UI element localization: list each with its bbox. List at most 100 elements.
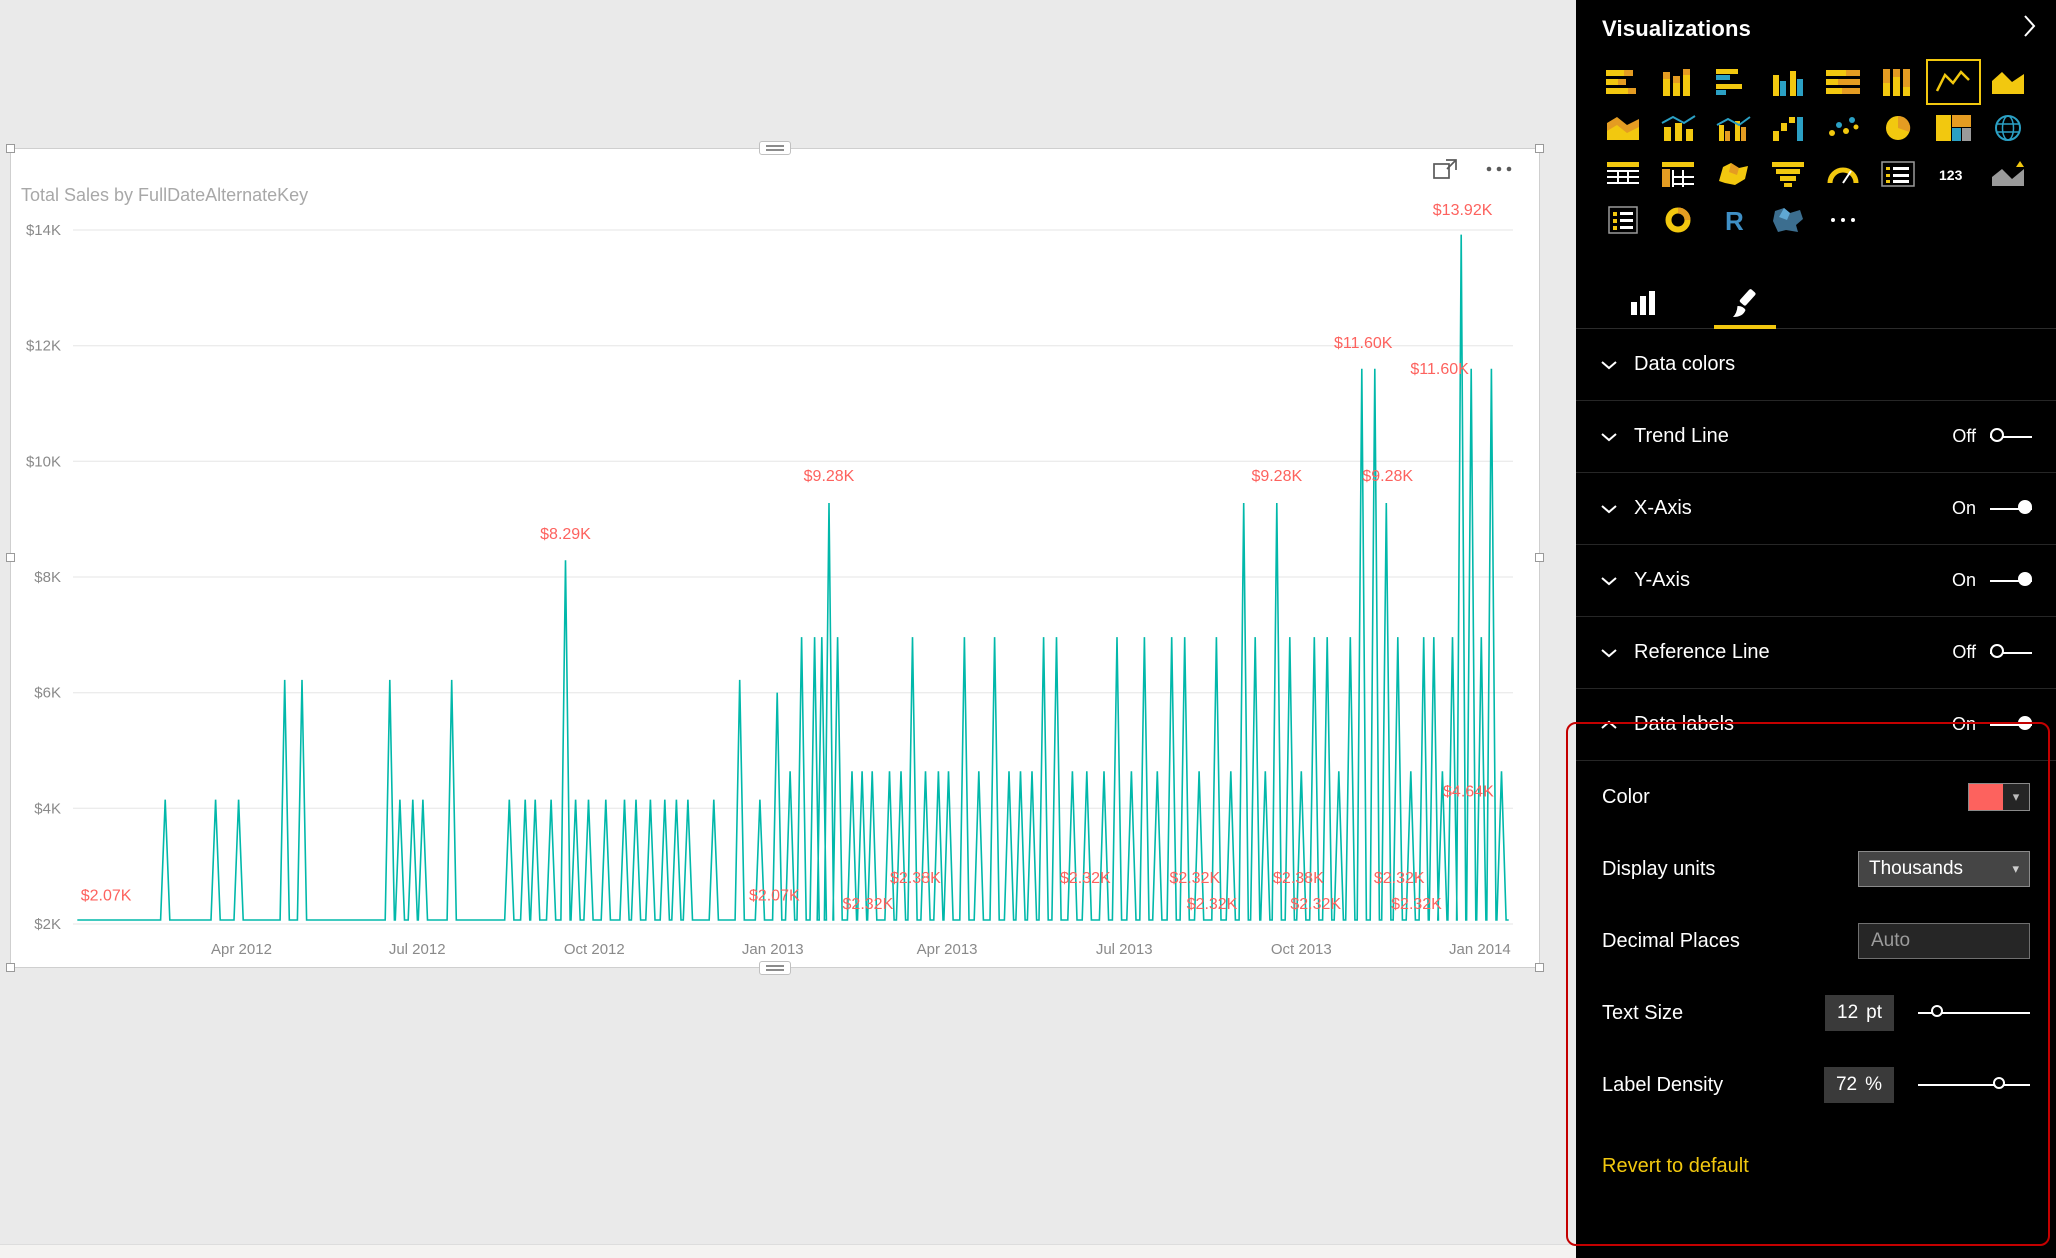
page-bottom-strip	[0, 1244, 1576, 1258]
waterfall-chart-icon[interactable]	[1761, 105, 1816, 151]
area-chart-icon[interactable]	[1981, 59, 2036, 105]
section-label: Data colors	[1634, 353, 2032, 376]
line-chart-icon[interactable]	[1926, 59, 1981, 105]
resize-handle[interactable]	[6, 144, 15, 153]
funnel-icon[interactable]	[1761, 151, 1816, 197]
color-swatch[interactable]	[1969, 784, 2003, 810]
scatter-chart-icon[interactable]	[1816, 105, 1871, 151]
chevron-down-icon[interactable]	[1600, 431, 1634, 443]
text-size-value-box[interactable]: 12 pt	[1825, 995, 1894, 1031]
format-sections: Data colors Trend LineOff X-AxisOn Y-Axi…	[1576, 329, 2056, 761]
data-labels: $2.07K$8.29K$2.07K$9.28K$2.32K$2.38K$2.3…	[81, 202, 1494, 913]
svg-text:$8.29K: $8.29K	[540, 526, 591, 543]
chevron-down-icon[interactable]: ▾	[2003, 784, 2029, 810]
display-units-dropdown[interactable]: Thousands ▾	[1858, 851, 2030, 887]
100-stacked-bar-chart-icon[interactable]	[1816, 59, 1871, 105]
line-and-stacked-column-chart-icon[interactable]	[1651, 105, 1706, 151]
svg-text:$9.28K: $9.28K	[804, 468, 855, 485]
svg-text:$11.60K: $11.60K	[1410, 361, 1469, 378]
data-labels-toggle[interactable]	[1990, 715, 2032, 735]
chevron-up-icon[interactable]	[1600, 719, 1634, 731]
chevron-down-icon[interactable]	[1600, 575, 1634, 587]
chevron-down-icon[interactable]	[1600, 647, 1634, 659]
100-stacked-column-chart-icon[interactable]	[1871, 59, 1926, 105]
svg-text:$10K: $10K	[26, 453, 61, 470]
resize-handle[interactable]	[1535, 963, 1544, 972]
resize-handle[interactable]	[1535, 553, 1544, 562]
label-density-value-box[interactable]: 72 %	[1824, 1067, 1894, 1103]
text-size-row: Text Size 12 pt	[1576, 977, 2056, 1049]
text-size-slider-knob[interactable]	[1931, 1005, 1943, 1017]
trend-line-toggle[interactable]	[1990, 427, 2032, 447]
clustered-column-chart-icon[interactable]	[1761, 59, 1816, 105]
table-icon[interactable]	[1596, 151, 1651, 197]
powerbi-report-view: Total Sales by FullDateAlternateKey $2K$…	[0, 0, 2056, 1258]
multi-row-card-icon[interactable]	[1871, 151, 1926, 197]
svg-text:Jul 2013: Jul 2013	[1096, 941, 1153, 958]
decimal-places-input[interactable]: Auto	[1858, 923, 2030, 959]
drag-grip-bottom[interactable]	[759, 961, 791, 975]
stacked-column-chart-icon[interactable]	[1651, 59, 1706, 105]
matrix-icon[interactable]	[1651, 151, 1706, 197]
svg-text:$2.32K: $2.32K	[1187, 896, 1238, 913]
gauge-icon[interactable]	[1816, 151, 1871, 197]
chevron-down-icon[interactable]	[1600, 503, 1634, 515]
clustered-bar-chart-icon[interactable]	[1706, 59, 1761, 105]
pane-tabs	[1576, 243, 2056, 329]
focus-mode-icon[interactable]	[1433, 159, 1457, 179]
collapse-pane-icon[interactable]	[2019, 12, 2040, 45]
donut-chart-icon[interactable]	[1651, 197, 1706, 243]
section-y-axis[interactable]: Y-AxisOn	[1576, 545, 2056, 617]
section-label: Y-Axis	[1634, 569, 1952, 592]
tab-fields[interactable]	[1612, 285, 1674, 328]
section-reference-line[interactable]: Reference LineOff	[1576, 617, 2056, 689]
tab-format[interactable]	[1714, 285, 1776, 328]
section-data-colors[interactable]: Data colors	[1576, 329, 2056, 401]
pie-chart-icon[interactable]	[1871, 105, 1926, 151]
stacked-bar-chart-icon[interactable]	[1596, 59, 1651, 105]
r-script-visual-icon[interactable]: R	[1706, 197, 1761, 243]
kpi-icon[interactable]	[1981, 151, 2036, 197]
x-axis-toggle[interactable]	[1990, 499, 2032, 519]
resize-handle[interactable]	[1535, 144, 1544, 153]
line-and-clustered-column-chart-icon[interactable]	[1706, 105, 1761, 151]
section-x-axis[interactable]: X-AxisOn	[1576, 473, 2056, 545]
text-size-slider[interactable]	[1918, 1002, 2030, 1024]
line-chart-visual[interactable]: Total Sales by FullDateAlternateKey $2K$…	[10, 148, 1540, 968]
svg-text:$2.32K: $2.32K	[1374, 870, 1425, 887]
section-trend-line[interactable]: Trend LineOff	[1576, 401, 2056, 473]
label-density-slider-knob[interactable]	[1993, 1077, 2005, 1089]
card-icon[interactable]: 123	[1926, 151, 1981, 197]
color-picker[interactable]: ▾	[1968, 783, 2030, 811]
treemap-icon[interactable]	[1926, 105, 1981, 151]
svg-text:$2.32K: $2.32K	[1169, 870, 1220, 887]
revert-to-default-link[interactable]: Revert to default	[1576, 1121, 2056, 1178]
reference-line-toggle[interactable]	[1990, 643, 2032, 663]
map-icon[interactable]	[1981, 105, 2036, 151]
visualization-icon-grid: 123 R	[1576, 45, 2050, 243]
report-canvas-area[interactable]: Total Sales by FullDateAlternateKey $2K$…	[0, 0, 1576, 1258]
section-data-labels[interactable]: Data labelsOn	[1576, 689, 2056, 761]
toggle-state-label: On	[1952, 498, 1976, 519]
svg-text:Jul 2012: Jul 2012	[389, 941, 446, 958]
svg-text:$13.92K: $13.92K	[1433, 202, 1493, 219]
svg-text:$8K: $8K	[34, 569, 61, 586]
svg-text:$9.28K: $9.28K	[1251, 468, 1302, 485]
paintbrush-icon	[1730, 289, 1760, 328]
svg-text:$2K: $2K	[34, 916, 61, 933]
slicer-icon[interactable]	[1596, 197, 1651, 243]
y-axis-toggle[interactable]	[1990, 571, 2032, 591]
filled-map-icon[interactable]	[1706, 151, 1761, 197]
shape-map-icon[interactable]	[1761, 197, 1816, 243]
text-size-unit: pt	[1866, 1002, 1882, 1024]
section-label: X-Axis	[1634, 497, 1952, 520]
drag-grip-top[interactable]	[759, 141, 791, 155]
label-density-slider[interactable]	[1918, 1074, 2030, 1096]
y-axis-labels: $2K$4K$6K$8K$10K$12K$14K	[26, 222, 61, 933]
more-options-icon[interactable]	[1485, 166, 1513, 172]
chevron-down-icon[interactable]	[1600, 359, 1634, 371]
more-visuals-icon[interactable]	[1816, 197, 1871, 243]
stacked-area-chart-icon[interactable]	[1596, 105, 1651, 151]
resize-handle[interactable]	[6, 963, 15, 972]
resize-handle[interactable]	[6, 553, 15, 562]
